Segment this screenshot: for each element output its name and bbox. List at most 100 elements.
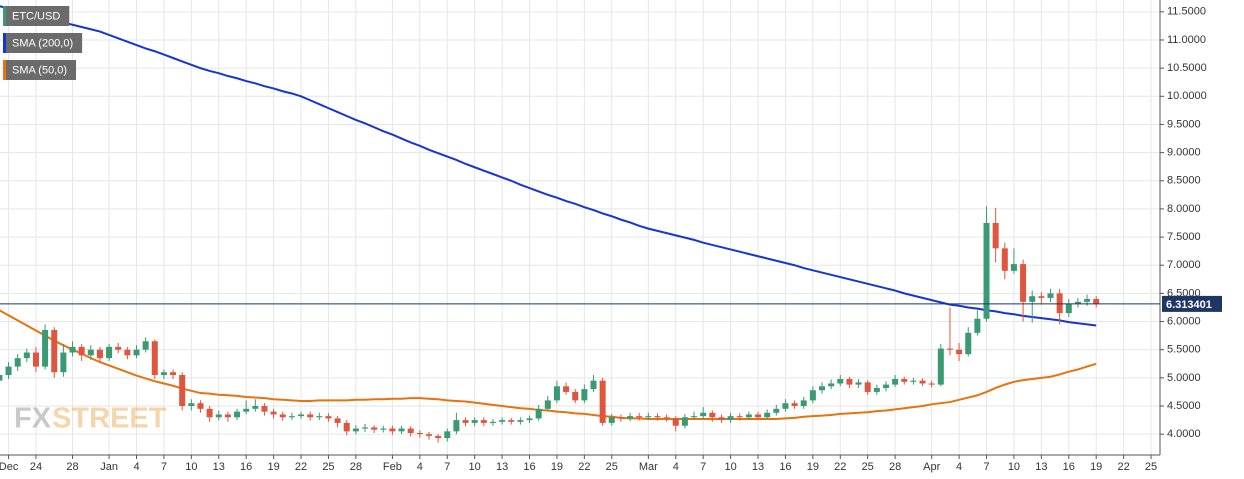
x-tick-label: 7 <box>444 461 450 473</box>
candle-body <box>928 383 935 385</box>
candle-body <box>937 348 944 385</box>
x-tick-label: 28 <box>350 461 362 473</box>
x-tick-label: 24 <box>30 461 42 473</box>
candle-body <box>544 400 551 409</box>
candle-body <box>535 408 542 419</box>
x-tick-label: 19 <box>551 461 563 473</box>
watermark: FX STREET <box>14 403 167 435</box>
x-tick-label: 16 <box>779 461 791 473</box>
candle-body <box>480 420 487 423</box>
candle-body <box>727 416 734 421</box>
candle-body <box>910 380 917 382</box>
x-tick-label: 10 <box>1008 461 1020 473</box>
y-tick-label: 9.0000 <box>1167 147 1201 159</box>
candle-body <box>636 416 643 418</box>
candle-body <box>334 418 341 423</box>
candle-body <box>572 391 579 401</box>
x-tick-label: 10 <box>469 461 481 473</box>
y-tick-label: 4.0000 <box>1167 428 1201 440</box>
x-tick-label: 7 <box>161 461 167 473</box>
y-tick-label: 9.5000 <box>1167 118 1201 130</box>
watermark-fx: FX <box>14 403 52 435</box>
legend-swatch <box>3 60 6 80</box>
candle-body <box>243 408 250 412</box>
legend-swatch <box>3 6 6 26</box>
candle-body <box>672 418 679 426</box>
x-tick-label: 7 <box>700 461 706 473</box>
candle-body <box>809 390 816 401</box>
candle-body <box>489 421 496 423</box>
x-tick-label: 22 <box>578 461 590 473</box>
candle-body <box>462 420 469 423</box>
plot-area <box>0 5 1100 443</box>
y-tick-label: 5.5000 <box>1167 344 1201 356</box>
candle-body <box>407 428 414 434</box>
legend-label: SMA (200,0) <box>12 37 73 49</box>
candle-body <box>992 222 999 249</box>
x-tick-label: 28 <box>66 461 78 473</box>
candle-body <box>179 375 186 407</box>
candle-body <box>416 433 423 435</box>
x-tick-label: 28 <box>889 461 901 473</box>
y-tick-label: 11.0000 <box>1167 34 1206 46</box>
candle-body <box>316 416 323 418</box>
candle-body <box>846 378 853 385</box>
candle-body <box>782 403 789 409</box>
candle-body <box>252 406 259 409</box>
candle-body <box>1065 303 1072 314</box>
candle-body <box>96 349 103 359</box>
candle-body <box>645 416 652 418</box>
y-tick-label: 10.5000 <box>1167 62 1207 74</box>
candle-body <box>608 417 615 423</box>
candle-body <box>60 352 67 373</box>
candle-body <box>1047 293 1054 298</box>
candle-body <box>654 416 661 418</box>
candle-body <box>160 372 167 376</box>
candle-body <box>663 417 670 419</box>
candle-body <box>709 412 716 418</box>
candle-body <box>279 414 286 418</box>
candle-body <box>32 352 39 367</box>
y-tick-label: 7.5000 <box>1167 231 1201 243</box>
candle-body <box>188 403 195 407</box>
y-tick-label: 8.5000 <box>1167 175 1201 187</box>
y-tick-label: 11.5000 <box>1167 6 1206 18</box>
x-tick-label: 4 <box>956 461 962 473</box>
candle-body <box>5 366 12 376</box>
x-tick-label: 19 <box>807 461 819 473</box>
candle-body <box>325 416 332 419</box>
x-tick-label: 16 <box>523 461 535 473</box>
candle-body <box>508 420 515 422</box>
candle-body <box>471 420 478 423</box>
candle-body <box>764 412 771 418</box>
candle-body <box>1084 299 1091 302</box>
candle-body <box>590 380 597 390</box>
candle-body <box>425 434 432 436</box>
legend-box <box>3 60 77 80</box>
candle-body <box>700 412 707 417</box>
candle-body <box>142 341 149 350</box>
candle-body <box>499 420 506 422</box>
y-tick-label: 5.0000 <box>1167 372 1201 384</box>
candle-body <box>1001 248 1008 271</box>
candle-body <box>352 428 359 432</box>
candle-body <box>791 403 798 407</box>
candle-body <box>718 417 725 421</box>
candle-body <box>1093 299 1100 305</box>
candle-body <box>87 349 94 356</box>
y-tick-label: 6.0000 <box>1167 315 1201 327</box>
candle-body <box>1038 296 1045 298</box>
axes: 4.00004.50005.00005.50006.00006.50007.00… <box>0 0 1222 473</box>
candle-body <box>0 375 3 381</box>
sma-line <box>0 5 1097 327</box>
candle-body <box>298 414 305 417</box>
x-tick-label: 22 <box>834 461 846 473</box>
candle-body <box>800 400 807 407</box>
candle-body <box>1010 264 1017 271</box>
x-tick-label: 13 <box>496 461 508 473</box>
candle-body <box>398 428 405 432</box>
x-tick-label: 25 <box>322 461 334 473</box>
x-tick-label: 19 <box>1090 461 1102 473</box>
x-tick-label: 22 <box>295 461 307 473</box>
